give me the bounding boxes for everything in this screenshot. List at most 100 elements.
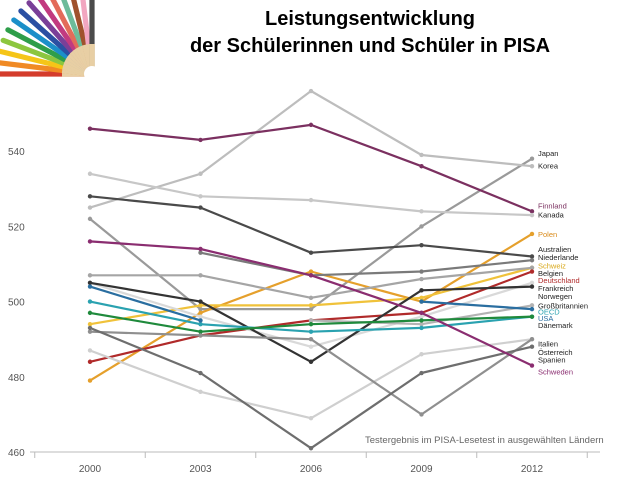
country-label-italien: Italien xyxy=(538,340,558,349)
point-dänemark-2009 xyxy=(419,318,424,323)
point-usa-2000 xyxy=(87,284,93,289)
point-polen-2003 xyxy=(198,310,203,316)
series-line-australien xyxy=(89,195,533,258)
x-tick-label-2003: 2003 xyxy=(189,464,212,475)
point-dänemark-2012 xyxy=(529,314,535,319)
point-schweiz-2000 xyxy=(87,321,93,327)
point-dänemark-2003 xyxy=(198,329,203,334)
point-polen-2012 xyxy=(529,231,535,237)
point-österreich-2006 xyxy=(308,337,314,342)
series-line-österreich xyxy=(89,330,533,416)
country-label-frankreich: Frankreich xyxy=(538,284,573,293)
point-korea-2006 xyxy=(308,88,314,94)
point-schweden-2003 xyxy=(198,246,203,252)
y-tick-label-520: 520 xyxy=(8,222,25,233)
point-dänemark-2000 xyxy=(87,310,93,316)
series-line-usa xyxy=(89,285,201,322)
series-belgien xyxy=(87,265,535,301)
series-finnland xyxy=(87,122,535,214)
country-label-spanien: Spanien xyxy=(538,356,566,365)
point-korea-2000 xyxy=(87,205,93,210)
series-großbritannien xyxy=(308,303,535,327)
series-line-italien xyxy=(89,338,533,420)
point-belgien-2012 xyxy=(529,265,535,270)
point-finnland-2012 xyxy=(529,209,535,214)
series-line-niederlande xyxy=(200,251,533,277)
point-italien-2009 xyxy=(419,352,424,357)
point-korea-2009 xyxy=(419,152,424,158)
country-label-kanada: Kanada xyxy=(538,210,565,219)
point-japan-2012 xyxy=(529,156,535,161)
point-spanien-2006 xyxy=(308,446,314,451)
point-kanada-2006 xyxy=(308,197,314,203)
colored-pencils-logo xyxy=(0,0,96,78)
point-polen-2006 xyxy=(308,269,314,274)
series-italien xyxy=(87,337,535,421)
y-tick-label-480: 480 xyxy=(8,373,25,384)
title-line-2: der Schülerinnen und Schüler in PISA xyxy=(189,35,551,57)
point-kanada-2009 xyxy=(419,209,424,214)
point-norwegen-2003 xyxy=(198,299,203,304)
country-label-japan: Japan xyxy=(538,149,558,158)
point-spanien-2012 xyxy=(529,344,535,349)
point-norwegen-2006 xyxy=(308,359,314,364)
country-labels: JapanKoreaFinnlandKanadaPolenAustralienN… xyxy=(538,149,588,376)
point-großbritannien-2006 xyxy=(308,318,314,323)
country-label-niederlande: Niederlande xyxy=(538,253,578,262)
country-label-polen: Polen xyxy=(538,230,557,239)
point-schweden-2000 xyxy=(87,239,93,244)
country-label-deutschland: Deutschland xyxy=(538,276,580,285)
point-spanien-2003 xyxy=(198,370,203,376)
point-niederlande-2012 xyxy=(529,258,535,263)
point-frankreich-2012 xyxy=(529,280,535,285)
y-tick-label-540: 540 xyxy=(8,147,25,158)
point-schweden-2012 xyxy=(529,363,535,368)
point-japan-2006 xyxy=(308,306,314,312)
point-korea-2003 xyxy=(198,171,203,176)
point-großbritannien-2012 xyxy=(529,303,535,308)
country-label-korea: Korea xyxy=(538,161,559,170)
point-australien-2000 xyxy=(87,194,93,199)
series-australien xyxy=(87,194,535,259)
point-oecd-2000 xyxy=(87,299,93,304)
country-label-schweden: Schweden xyxy=(538,368,573,377)
point-schweden-2009 xyxy=(419,310,424,316)
country-label-schweiz: Schweiz xyxy=(538,262,566,271)
point-finnland-2009 xyxy=(419,164,424,169)
country-label-großbritannien: Großbritannien xyxy=(538,301,588,310)
point-kanada-2012 xyxy=(529,212,535,218)
series-usa xyxy=(87,284,535,323)
country-label-usa: USA xyxy=(538,314,553,323)
point-oecd-2003 xyxy=(198,321,203,327)
point-usa-2012 xyxy=(529,306,535,312)
point-australien-2012 xyxy=(529,254,535,259)
y-tick-label-500: 500 xyxy=(8,298,25,309)
country-label-dänemark: Dänemark xyxy=(538,321,573,330)
country-label-oecd: OECD xyxy=(538,307,560,316)
point-kanada-2003 xyxy=(198,194,203,199)
point-japan-2003 xyxy=(198,306,203,312)
point-frankreich-2009 xyxy=(419,314,424,319)
point-spanien-2000 xyxy=(87,325,93,331)
point-spanien-2009 xyxy=(419,370,424,376)
series-österreich xyxy=(87,329,535,417)
country-label-belgien: Belgien xyxy=(538,269,563,278)
series-line-usa xyxy=(421,300,533,311)
series-spanien xyxy=(87,325,535,451)
point-japan-2009 xyxy=(419,224,424,229)
point-belgien-2006 xyxy=(308,295,314,301)
point-norwegen-2000 xyxy=(87,280,93,285)
point-kanada-2000 xyxy=(87,171,93,176)
point-oecd-2009 xyxy=(419,325,424,331)
point-finnland-2006 xyxy=(308,122,314,128)
chart-annotation: Testergebnis im PISA-Lesetest in ausgewä… xyxy=(365,435,604,446)
point-italien-2003 xyxy=(198,389,203,395)
point-niederlande-2009 xyxy=(419,269,424,274)
country-label-australien: Australien xyxy=(538,245,571,254)
series-line-kanada xyxy=(89,172,533,217)
title-line-1: Leistungsentwicklung xyxy=(264,8,476,30)
series-kanada xyxy=(87,171,535,218)
pencil-hub xyxy=(84,66,96,78)
